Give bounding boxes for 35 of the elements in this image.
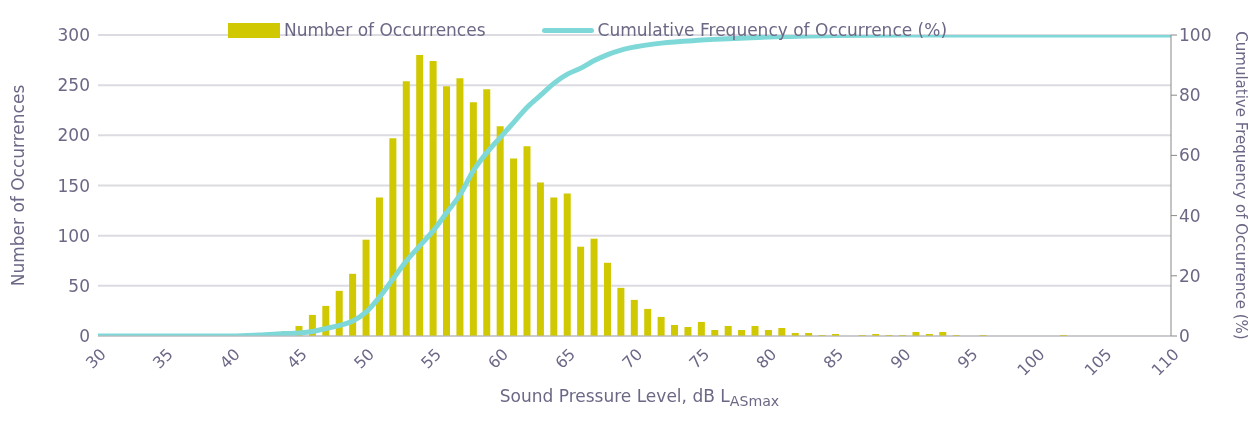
y-tick-label: 100 <box>57 225 90 246</box>
x-tick-label: 30 <box>81 344 110 373</box>
y-tick-label: 250 <box>57 75 90 96</box>
legend-label: Number of Occurrences <box>284 20 486 40</box>
y-tick-label: 300 <box>57 25 90 46</box>
y2-tick-label: 0 <box>1179 326 1190 347</box>
x-tick-label: 100 <box>1013 344 1049 380</box>
x-tick-label: 50 <box>350 344 378 373</box>
y2-tick-label: 100 <box>1179 25 1212 46</box>
y-tick-label: 200 <box>57 125 90 146</box>
x-tick-label: 65 <box>551 344 580 373</box>
x-tick-label: 70 <box>618 344 647 373</box>
x-tick-label: 40 <box>215 344 244 373</box>
y-tick-label: 0 <box>79 326 90 347</box>
x-tick-label: 35 <box>148 344 177 373</box>
x-tick-label: 55 <box>417 344 445 373</box>
y2-tick-label: 20 <box>1179 265 1201 286</box>
x-tick-label: 75 <box>685 344 714 373</box>
y2-tick-label: 40 <box>1179 205 1201 226</box>
x-tick-label: 105 <box>1080 344 1116 380</box>
x-tick-label: 85 <box>819 344 848 373</box>
x-tick-label: 90 <box>886 344 915 373</box>
x-tick-label: 60 <box>484 344 513 373</box>
y-axis-title: Number of Occurrences <box>8 84 29 287</box>
y-tick-label: 150 <box>57 175 90 196</box>
y2-tick-label: 80 <box>1179 85 1201 106</box>
y2-axis-title: Cumulative Frequency of Occurrence (%) <box>1231 31 1250 340</box>
x-tick-label: 110 <box>1147 344 1183 380</box>
x-tick-label: 80 <box>752 344 781 373</box>
x-tick-label: 95 <box>953 344 982 373</box>
x-axis-title: Sound Pressure Level, dB L$_{ASmax}$ <box>498 386 781 410</box>
y2-tick-label: 60 <box>1179 145 1201 166</box>
x-tick-label: 45 <box>283 344 311 373</box>
y-tick-label: 50 <box>68 275 90 296</box>
legend-label: Cumulative Frequency of Occurrence (%) <box>597 20 948 40</box>
